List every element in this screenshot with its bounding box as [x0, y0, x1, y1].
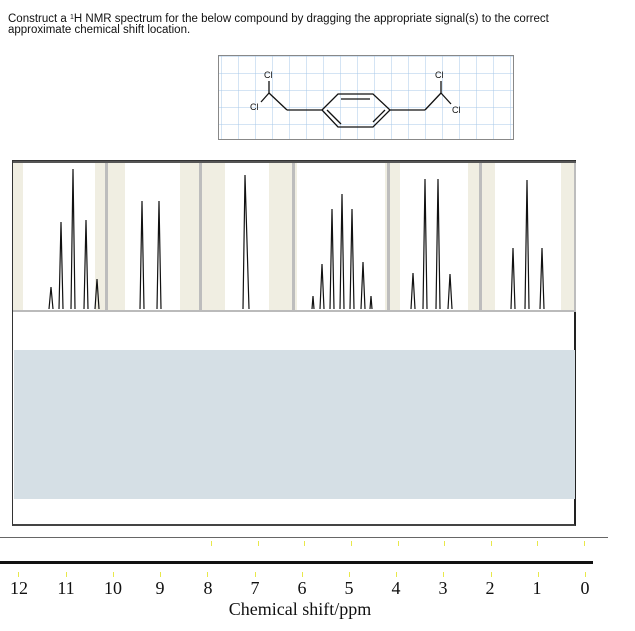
singlet-peaks-icon: [242, 174, 250, 310]
tick-label: 2: [485, 578, 495, 598]
tick-label: 8: [203, 578, 213, 598]
quartet-peaks-icon: [410, 178, 453, 310]
tick-label: 10: [104, 578, 122, 598]
cl-label: Cl: [435, 70, 444, 80]
spectrum-drop-zone[interactable]: [14, 350, 575, 499]
doublet-peaks-icon: [139, 200, 162, 310]
signal-quartet[interactable]: [390, 163, 479, 310]
septet-peaks-icon: [311, 193, 373, 310]
axis-top-line: [0, 537, 608, 538]
prompt-suffix: H NMR spectrum for the below compound by…: [8, 13, 549, 36]
signal-doublet[interactable]: [108, 163, 199, 310]
tick-label: 1: [532, 578, 542, 598]
question-prompt: Construct a 1H NMR spectrum for the belo…: [8, 13, 608, 36]
axis-baseline: [0, 561, 593, 564]
prompt-prefix: Construct a: [8, 13, 70, 25]
molecule-structure: Cl Cl Cl Cl: [218, 55, 514, 140]
tick-label: 4: [391, 578, 401, 598]
cl-label: Cl: [452, 105, 461, 115]
triplet-peaks-icon: [510, 179, 545, 310]
signal-quintet[interactable]: [13, 163, 105, 310]
cl-label: Cl: [264, 70, 273, 80]
tick-label: 3: [438, 578, 448, 598]
signal-septet[interactable]: [295, 163, 387, 310]
tick-label: 0: [580, 578, 590, 598]
tick-label: 9: [155, 578, 165, 598]
tick-label: 6: [297, 578, 307, 598]
signal-triplet[interactable]: [482, 163, 574, 310]
signal-tray: [13, 161, 576, 312]
signal-singlet[interactable]: [202, 163, 292, 310]
tick-label: 7: [250, 578, 260, 598]
tick-label: 11: [57, 578, 75, 598]
prompt-superscript: 1: [70, 14, 74, 21]
x-axis-label: Chemical shift/ppm: [228, 599, 372, 619]
cl-label: Cl: [250, 102, 259, 112]
quintet-peaks-icon: [48, 168, 100, 310]
tick-label: 12: [10, 578, 28, 598]
molecule-drawing: Cl Cl Cl Cl: [219, 56, 513, 139]
tick-label: 5: [344, 578, 354, 598]
